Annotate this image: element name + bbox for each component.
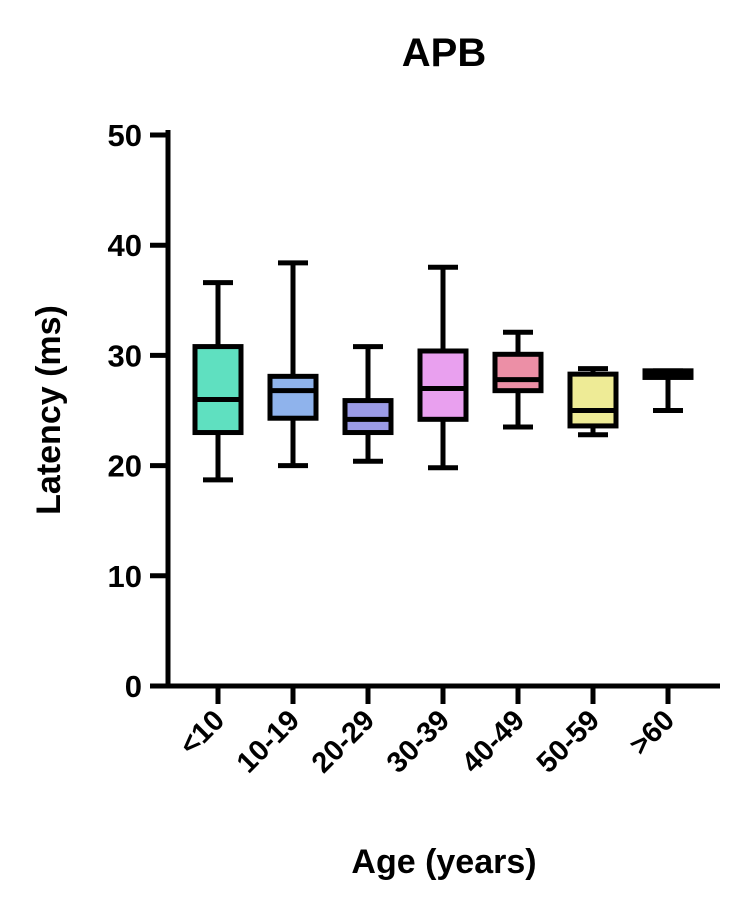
x-axis-ticks: <10 10-19 20-29 30-39 40-49 50-59 >60 — [174, 686, 681, 779]
x-tick-label: 20-29 — [306, 704, 381, 779]
y-axis-label: Latency (ms) — [30, 305, 68, 515]
box-iqr — [417, 348, 469, 422]
y-tick-label: 0 — [125, 669, 142, 704]
box-0 — [192, 280, 244, 483]
box-iqr — [192, 344, 244, 436]
x-tick-label: 40-49 — [456, 704, 531, 779]
box-3 — [417, 264, 469, 471]
y-tick-label: 20 — [108, 449, 142, 484]
y-tick-label: 50 — [108, 118, 142, 153]
x-axis-label: Age (years) — [351, 843, 536, 881]
y-tick-label: 40 — [108, 228, 142, 263]
y-tick-label: 10 — [108, 559, 142, 594]
box-iqr — [567, 371, 619, 429]
x-tick-label: 30-39 — [381, 704, 456, 779]
x-tick-label: 10-19 — [231, 704, 306, 779]
box-1 — [267, 260, 319, 469]
box-6 — [642, 368, 694, 413]
box-iqr — [492, 351, 544, 394]
y-axis-ticks: 0 10 20 30 40 50 — [108, 118, 168, 704]
boxes-layer — [192, 260, 694, 483]
box-iqr — [342, 398, 394, 436]
box-iqr — [267, 373, 319, 421]
x-tick-label: >60 — [624, 704, 681, 761]
chart-title: APB — [402, 31, 486, 75]
box-5 — [567, 366, 619, 438]
y-tick-label: 30 — [108, 338, 142, 373]
box-2 — [342, 344, 394, 464]
box-4 — [492, 329, 544, 430]
x-tick-label: <10 — [174, 704, 231, 761]
x-tick-label: 50-59 — [531, 704, 606, 779]
